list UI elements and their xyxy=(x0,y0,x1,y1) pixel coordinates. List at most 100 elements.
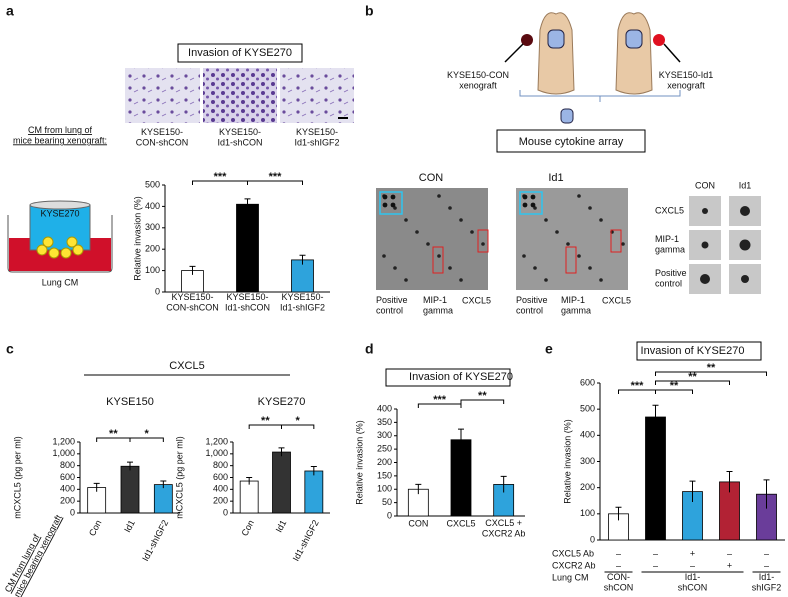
condition-mark: – xyxy=(616,548,621,558)
text-line: Id1- xyxy=(685,572,701,582)
text-line: Positive xyxy=(516,295,548,305)
arrow xyxy=(504,43,524,63)
condition-mark: – xyxy=(653,560,658,570)
title-box xyxy=(177,43,303,63)
highlight xyxy=(477,229,489,253)
error-bar xyxy=(652,404,659,429)
text-line: xenograft xyxy=(459,81,497,91)
spot-label: Positive control xyxy=(516,295,548,315)
spot xyxy=(577,194,581,198)
significance: ** xyxy=(707,362,716,374)
text-line: Id1-shIGF2 xyxy=(280,303,325,313)
text-line: KYSE150- xyxy=(226,292,268,302)
micrograph xyxy=(203,68,277,123)
tumor xyxy=(521,34,533,46)
bar xyxy=(153,484,173,514)
text-line: KYSE150- xyxy=(141,127,183,137)
y-axis-label: mCXCL5 (pg per ml) xyxy=(174,436,184,519)
spot xyxy=(555,230,559,234)
significance-bracket xyxy=(417,403,462,408)
text-line: MIP-1 xyxy=(655,234,679,244)
tumor xyxy=(653,34,665,46)
condition-mark: – xyxy=(690,560,695,570)
text-line: Id1-shIGF2 xyxy=(294,138,339,148)
y-tick-label: 200 xyxy=(60,496,75,506)
group-label: CON-shCON xyxy=(604,572,634,592)
text-line: KYSE150- xyxy=(219,127,261,137)
bar xyxy=(236,203,259,293)
error-bar xyxy=(500,475,507,493)
spot xyxy=(437,194,441,198)
error-bar xyxy=(127,461,133,471)
text-line: shIGF2 xyxy=(752,583,782,593)
micrograph xyxy=(280,68,354,123)
significance: * xyxy=(145,428,150,440)
highlight xyxy=(610,229,622,253)
significance: ** xyxy=(109,428,118,440)
spot xyxy=(393,266,397,270)
x-tick-label: Id1-shIGF2 xyxy=(140,518,170,562)
image-label: KYSE150-Id1-shIGF2 xyxy=(294,127,339,147)
y-tick-label: 200 xyxy=(145,244,160,254)
text-line: KYSE150- xyxy=(296,127,338,137)
condition-mark: – xyxy=(764,548,769,558)
significance: ** xyxy=(670,380,679,392)
text-line: KYSE150-CON xyxy=(447,70,509,80)
y-tick-label: 300 xyxy=(377,430,392,440)
y-tick-label: 600 xyxy=(60,472,75,482)
array-spots xyxy=(382,194,625,282)
spot xyxy=(533,266,537,270)
micrograph xyxy=(125,68,200,123)
highlight xyxy=(379,191,403,215)
spot xyxy=(448,206,452,210)
text-line: gamma xyxy=(423,306,453,316)
chart-title: Invasion of KYSE270 xyxy=(641,345,745,357)
error-bar xyxy=(726,470,733,493)
error-bar xyxy=(244,198,251,210)
condition-mark: + xyxy=(690,548,695,558)
x-tick-label: KYSE150-CON-shCON xyxy=(166,292,219,312)
y-tick-label: 1,200 xyxy=(205,436,228,446)
inset-row: Positive control xyxy=(655,268,687,288)
error-bar xyxy=(689,480,696,503)
y-tick-label: 500 xyxy=(145,179,160,189)
y-tick-label: 500 xyxy=(580,404,595,414)
spot-label: MIP-1 gamma xyxy=(561,295,591,315)
y-tick-label: 800 xyxy=(60,460,75,470)
array-label: CON xyxy=(419,172,444,184)
mouse xyxy=(537,12,653,95)
text-line: gamma xyxy=(561,306,591,316)
panel-label: b xyxy=(365,3,374,19)
y-tick-label: 400 xyxy=(213,484,228,494)
y-tick-label: 300 xyxy=(145,222,160,232)
title-box xyxy=(636,341,762,361)
text-line: CON- xyxy=(607,572,630,582)
bar xyxy=(304,470,324,514)
error-bar xyxy=(189,265,196,275)
y-tick-label: 400 xyxy=(377,403,392,413)
x-tick-label: CON xyxy=(408,518,428,528)
error-bar xyxy=(246,477,253,485)
text-line: mice bearing xenograft: xyxy=(13,136,107,146)
condition-mark: – xyxy=(616,560,621,570)
title: CXCL5 xyxy=(169,360,204,372)
condition-label: CXCR2 Ab xyxy=(552,560,596,570)
spot xyxy=(382,254,386,258)
xenograft-label: KYSE150-CON xenograft xyxy=(447,70,509,90)
significance-bracket xyxy=(460,399,505,404)
significance-bracket xyxy=(129,437,164,442)
y-tick-label: 1,000 xyxy=(205,448,228,458)
condition-mark: + xyxy=(727,560,732,570)
error-bar xyxy=(415,483,422,495)
spot xyxy=(481,242,485,246)
group-label: Id1-shCON xyxy=(678,572,708,592)
text-line: CON-shCON xyxy=(136,138,189,148)
spot-label: MIP-1 gamma xyxy=(423,295,453,315)
significance: *** xyxy=(631,380,645,392)
spot xyxy=(404,218,408,222)
title: Invasion of KYSE270 xyxy=(188,47,292,59)
x-tick-label: CXCL5 + CXCR2 Ab xyxy=(482,518,526,538)
cm-label: CM from lung of mice bearing xenograft: xyxy=(13,125,107,145)
y-tick-label: 300 xyxy=(580,456,595,466)
y-tick-label: 1,000 xyxy=(52,448,75,458)
